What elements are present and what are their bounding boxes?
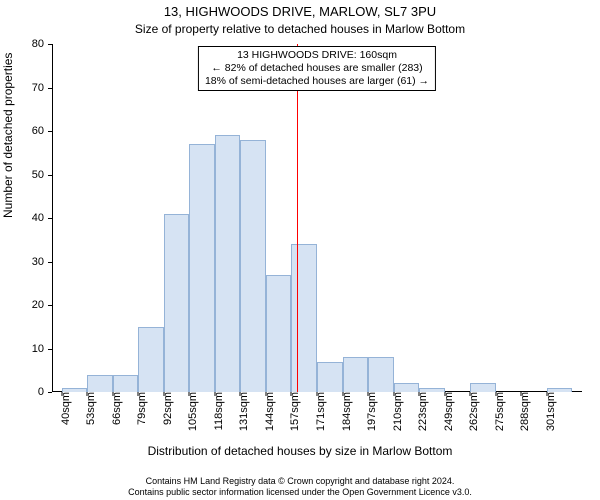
x-tick-label: 79sqm (134, 392, 148, 425)
y-tick-mark (48, 131, 52, 132)
page-subtitle: Size of property relative to detached ho… (0, 22, 600, 36)
histogram-bar (215, 135, 241, 392)
x-tick-label: 105sqm (185, 392, 199, 431)
y-tick-mark (48, 349, 52, 350)
footer-line2: Contains public sector information licen… (0, 487, 600, 498)
x-tick-label: 53sqm (83, 392, 97, 425)
y-tick-mark (48, 218, 52, 219)
x-tick-label: 40sqm (58, 392, 72, 425)
y-tick-mark (48, 305, 52, 306)
annotation-line1: 13 HIGHWOODS DRIVE: 160sqm (205, 49, 429, 62)
y-tick-mark (48, 262, 52, 263)
y-tick-mark (48, 392, 52, 393)
histogram-bar (189, 144, 215, 392)
histogram-bar (164, 214, 190, 392)
x-tick-label: 249sqm (441, 392, 455, 431)
x-tick-label: 275sqm (492, 392, 506, 431)
reference-line (297, 44, 298, 392)
x-tick-label: 184sqm (339, 392, 353, 431)
histogram-bar (394, 383, 420, 392)
histogram-bar (113, 375, 139, 392)
page-title: 13, HIGHWOODS DRIVE, MARLOW, SL7 3PU (0, 4, 600, 19)
histogram-plot: 01020304050607080 40sqm53sqm66sqm79sqm92… (52, 44, 582, 392)
histogram-bar (138, 327, 164, 392)
annotation-box: 13 HIGHWOODS DRIVE: 160sqm ← 82% of deta… (198, 46, 436, 91)
x-tick-label: 171sqm (313, 392, 327, 431)
x-tick-label: 223sqm (415, 392, 429, 431)
x-tick-label: 131sqm (236, 392, 250, 431)
x-tick-label: 197sqm (364, 392, 378, 431)
histogram-bar (266, 275, 292, 392)
y-tick-mark (48, 175, 52, 176)
annotation-line3: 18% of semi-detached houses are larger (… (205, 75, 429, 88)
histogram-bar (291, 244, 317, 392)
histogram-bar (470, 383, 496, 392)
x-tick-label: 92sqm (160, 392, 174, 425)
footer-line1: Contains HM Land Registry data © Crown c… (0, 476, 600, 487)
x-tick-label: 301sqm (543, 392, 557, 431)
x-tick-label: 210sqm (390, 392, 404, 431)
plot-border (52, 44, 582, 392)
y-tick-mark (48, 44, 52, 45)
histogram-bar (343, 357, 369, 392)
histogram-bar (87, 375, 113, 392)
histogram-bar (240, 140, 266, 392)
x-tick-label: 288sqm (517, 392, 531, 431)
histogram-bar (317, 362, 343, 392)
annotation-line2: ← 82% of detached houses are smaller (28… (205, 62, 429, 75)
x-tick-label: 144sqm (262, 392, 276, 431)
x-axis-label: Distribution of detached houses by size … (0, 444, 600, 458)
x-tick-label: 66sqm (109, 392, 123, 425)
y-tick-mark (48, 88, 52, 89)
x-tick-label: 118sqm (211, 392, 225, 430)
footer: Contains HM Land Registry data © Crown c… (0, 476, 600, 498)
x-tick-label: 262sqm (466, 392, 480, 431)
histogram-bar (368, 357, 394, 392)
x-tick-label: 157sqm (287, 392, 301, 431)
